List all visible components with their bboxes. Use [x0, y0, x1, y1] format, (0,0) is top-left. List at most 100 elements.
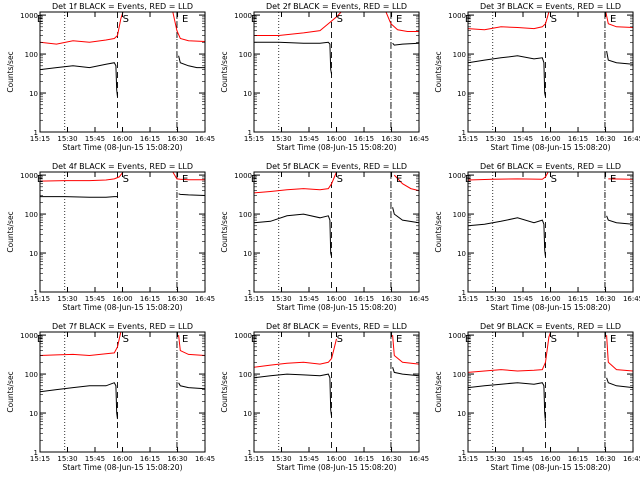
x-tick-label: 16:00	[112, 455, 132, 463]
event-marker-label: E	[610, 174, 616, 185]
series-line-lld	[468, 12, 633, 31]
x-axis-label: Start Time (08-Jun-15 15:08:20)	[63, 463, 183, 472]
event-marker-label: E	[182, 174, 188, 185]
y-tick-label: 10	[29, 90, 38, 98]
series-line-lld	[40, 172, 205, 182]
y-tick-label: 10	[29, 410, 38, 418]
y-tick-label: 100	[239, 371, 252, 379]
plot-area	[254, 172, 419, 292]
x-axis-label: Start Time (08-Jun-15 15:08:20)	[63, 143, 183, 152]
plot-area	[468, 172, 633, 292]
x-tick-label: 15:45	[299, 135, 319, 143]
x-tick-label: 15:45	[85, 295, 105, 303]
y-axis-label: Counts/sec	[6, 371, 15, 412]
y-tick-label: 1	[462, 449, 466, 457]
x-tick-label: 16:15	[354, 135, 374, 143]
x-tick-label: 16:30	[381, 455, 401, 463]
x-tick-label: 16:30	[381, 135, 401, 143]
x-tick-label: 16:15	[140, 455, 160, 463]
y-tick-label: 10	[243, 90, 252, 98]
event-marker-label: S	[551, 14, 557, 25]
plot-area	[40, 12, 205, 132]
x-tick-label: 16:00	[326, 295, 346, 303]
y-axis-label: Counts/sec	[220, 211, 229, 252]
event-marker-label: E	[182, 14, 188, 25]
x-tick-label: 16:15	[568, 135, 588, 143]
series-line-lld	[254, 335, 419, 368]
y-tick-label: 100	[453, 371, 466, 379]
x-tick-label: 16:45	[409, 135, 429, 143]
x-axis-label: Start Time (08-Jun-15 15:08:20)	[277, 463, 397, 472]
event-marker-label: S	[123, 334, 129, 345]
y-tick-label: 100	[25, 211, 38, 219]
x-tick-label: 16:45	[195, 135, 215, 143]
x-tick-label: 16:30	[595, 455, 615, 463]
y-tick-label: 10	[457, 250, 466, 258]
x-tick-label: 16:30	[381, 295, 401, 303]
x-tick-label: 15:45	[85, 135, 105, 143]
panel-title: Det 4f BLACK = Events, RED = LLD	[52, 162, 193, 171]
y-tick-label: 100	[25, 371, 38, 379]
y-tick-label: 1000	[448, 12, 466, 20]
x-tick-label: 15:15	[458, 135, 478, 143]
y-tick-label: 100	[239, 51, 252, 59]
x-tick-label: 16:45	[623, 135, 640, 143]
y-tick-label: 1	[34, 449, 38, 457]
event-marker-label: S	[123, 174, 129, 185]
y-tick-label: 1000	[448, 332, 466, 340]
x-axis-label: Start Time (08-Jun-15 15:08:20)	[491, 463, 611, 472]
series-line-events	[468, 377, 633, 422]
y-tick-label: 1	[248, 449, 252, 457]
x-tick-label: 15:15	[30, 295, 50, 303]
y-tick-label: 1000	[234, 172, 252, 180]
x-tick-label: 15:15	[458, 295, 478, 303]
y-tick-label: 1000	[20, 12, 38, 20]
y-tick-label: 10	[243, 410, 252, 418]
event-marker-label: E	[610, 14, 616, 25]
series-line-lld	[40, 332, 205, 357]
x-tick-label: 16:00	[112, 135, 132, 143]
y-tick-label: 100	[239, 211, 252, 219]
y-tick-label: 10	[457, 90, 466, 98]
x-tick-label: 15:30	[57, 455, 77, 463]
x-tick-label: 16:00	[540, 455, 560, 463]
x-tick-label: 15:15	[244, 455, 264, 463]
series-line-events	[40, 382, 205, 420]
y-tick-label: 1000	[234, 12, 252, 20]
y-tick-label: 1000	[448, 172, 466, 180]
x-tick-label: 16:30	[167, 455, 187, 463]
x-tick-label: 15:15	[244, 135, 264, 143]
x-tick-label: 16:00	[540, 295, 560, 303]
x-tick-label: 16:30	[167, 135, 187, 143]
y-tick-label: 1000	[234, 332, 252, 340]
y-tick-label: 100	[453, 211, 466, 219]
plot-area	[254, 332, 419, 452]
event-marker-label: S	[337, 334, 343, 345]
x-tick-label: 16:45	[623, 455, 640, 463]
event-marker-label: E	[610, 334, 616, 345]
panel-title: Det 1f BLACK = Events, RED = LLD	[52, 2, 193, 11]
x-tick-label: 16:15	[568, 295, 588, 303]
x-tick-label: 16:15	[354, 295, 374, 303]
event-marker-label: E	[396, 14, 402, 25]
x-tick-label: 15:30	[271, 295, 291, 303]
x-tick-label: 16:45	[195, 455, 215, 463]
series-line-events	[468, 215, 633, 257]
x-tick-label: 15:30	[271, 135, 291, 143]
x-tick-label: 15:30	[485, 135, 505, 143]
y-axis-label: Counts/sec	[434, 51, 443, 92]
x-tick-label: 15:45	[85, 455, 105, 463]
panel-title: Det 9f BLACK = Events, RED = LLD	[480, 322, 621, 331]
x-tick-label: 15:45	[513, 455, 533, 463]
panel-title: Det 3f BLACK = Events, RED = LLD	[480, 2, 621, 11]
x-tick-label: 16:45	[409, 455, 429, 463]
x-tick-label: 15:30	[485, 455, 505, 463]
event-marker-label: E	[396, 334, 402, 345]
